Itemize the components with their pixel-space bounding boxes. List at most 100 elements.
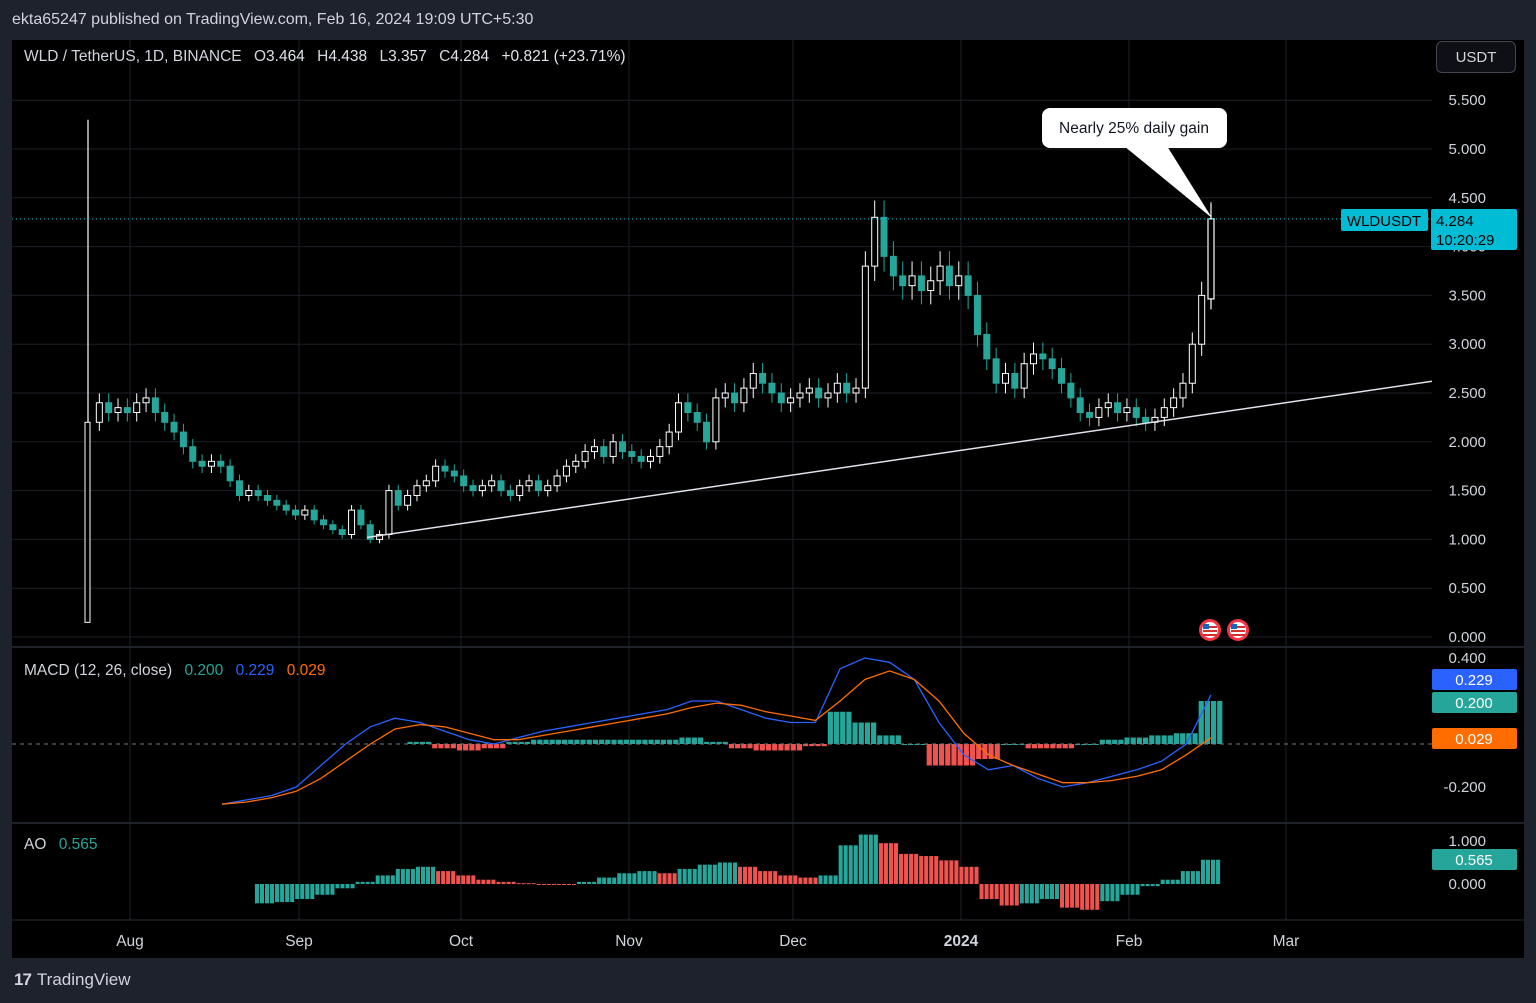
ao-bar (627, 873, 632, 884)
candle-body (693, 412, 701, 423)
ao-bar (838, 845, 843, 884)
ao-bar (1085, 884, 1090, 910)
candle-body (861, 265, 869, 389)
ao-bar (320, 884, 325, 895)
ao-bar (687, 868, 692, 884)
tradingview-logo[interactable]: 17 TradingView (14, 970, 130, 990)
ao-bar (833, 875, 838, 884)
macd-hist-bar (1093, 744, 1099, 745)
macd-hist-bar (815, 744, 821, 747)
macd-hist-bar (493, 744, 500, 749)
macd-hist-bar (747, 744, 753, 749)
trendline[interactable] (366, 380, 1433, 539)
ao-bar (1155, 884, 1160, 887)
candle-body (366, 524, 374, 540)
candle-body (254, 490, 262, 496)
candle-body (516, 485, 524, 496)
macd-hist-bar (704, 741, 710, 744)
price-tick-label: 1.000 (1448, 531, 1486, 548)
macd-hist-bar (1007, 744, 1013, 745)
ao-bar (1039, 884, 1044, 900)
ao-axis[interactable]: 1.000 0.000 (1448, 833, 1486, 893)
candle-series (84, 119, 1215, 623)
price-tick-label: 2.500 (1448, 385, 1486, 402)
ao-bar (541, 884, 546, 885)
macd-hist-bar (512, 741, 518, 744)
macd-hist-bar (932, 744, 939, 766)
ao-bar (1115, 884, 1120, 902)
macd-hist-bar (901, 744, 908, 745)
ao-bar (1090, 884, 1095, 910)
candle-body (506, 490, 514, 496)
macd-hist-bar (920, 744, 926, 745)
ao-bar (285, 884, 290, 903)
currency-selector-button[interactable]: USDT (1436, 41, 1516, 73)
ao-bar (305, 884, 310, 900)
symbol-legend[interactable]: WLD / TetherUS, 1D, BINANCE O3.464 H4.43… (24, 48, 626, 65)
ao-bar (415, 866, 420, 884)
ao-bar (1195, 871, 1200, 884)
macd-hist-bar (623, 739, 629, 744)
ao-bar (254, 884, 259, 904)
ao-tag-value: 0.565 (1455, 852, 1493, 869)
macd-hist-bar (561, 739, 568, 744)
candle-body (740, 387, 748, 404)
ao-bar (873, 834, 878, 884)
ao-bar (878, 843, 883, 884)
macd-hist-bar (1025, 744, 1031, 749)
tradingview-brand-text: TradingView (36, 970, 131, 989)
chart-canvas[interactable]: WLD / TetherUS, 1D, BINANCE O3.464 H4.43… (12, 40, 1524, 958)
ao-bar (471, 875, 476, 884)
macd-legend[interactable]: MACD (12, 26, close) 0.200 0.229 0.029 (24, 662, 326, 679)
macd-hist-bar (759, 744, 765, 751)
macd-hist-bar (963, 744, 969, 766)
candle-body (824, 392, 832, 399)
macd-hist-bar (790, 744, 796, 751)
macd-axis[interactable]: 0.400 -0.200 (1443, 650, 1486, 796)
candle-body (413, 485, 421, 496)
macd-line (221, 657, 1212, 805)
ao-bar (642, 871, 647, 884)
ao-bar (1200, 859, 1205, 884)
candle-body (768, 382, 776, 394)
us-flag-event-icon[interactable] (1199, 619, 1221, 641)
ao-legend[interactable]: AO 0.565 (24, 836, 98, 853)
candle-body (376, 534, 384, 540)
ao-bar (692, 868, 697, 884)
macd-hist-bar (753, 744, 759, 751)
candle-body (983, 333, 991, 360)
candle-body (805, 387, 813, 394)
time-tick-label: Dec (779, 933, 807, 950)
us-flag-event-icon[interactable] (1227, 619, 1249, 641)
ao-value: 0.565 (59, 836, 98, 853)
candle-body (1030, 353, 1038, 365)
candle-body (647, 455, 654, 462)
macd-hist-bar (976, 744, 982, 760)
ao-bar (436, 871, 441, 884)
annotation-callout[interactable]: Nearly 25% daily gain (1042, 108, 1227, 218)
candle-body (394, 490, 402, 506)
macd-hist-bar (1155, 735, 1161, 744)
top-bar: ekta65247 published on TradingView.com, … (0, 0, 1536, 40)
ao-bar (682, 868, 687, 884)
ao-bar (265, 884, 270, 904)
candle-body (1114, 402, 1122, 414)
candle-body (562, 465, 570, 477)
signal-line (221, 670, 1212, 805)
ao-bar (1055, 884, 1060, 900)
candle-body (675, 402, 683, 433)
ao-bar (954, 860, 959, 884)
macd-hist-bar (413, 741, 419, 744)
ao-bar (1145, 884, 1150, 887)
price-tick-label: 3.500 (1448, 287, 1486, 304)
ao-bar (420, 866, 426, 884)
candle-body (114, 407, 122, 414)
macd-hist-bar (1105, 739, 1112, 744)
ao-bar (496, 881, 501, 884)
price-tick-label: 3.000 (1448, 336, 1486, 353)
candle-body (759, 372, 767, 384)
candle-body (460, 475, 468, 487)
open-value: 3.464 (266, 48, 305, 65)
time-axis[interactable]: Aug Sep Oct Nov Dec 2024 Feb Mar (116, 933, 1299, 950)
ao-bar (858, 834, 863, 884)
